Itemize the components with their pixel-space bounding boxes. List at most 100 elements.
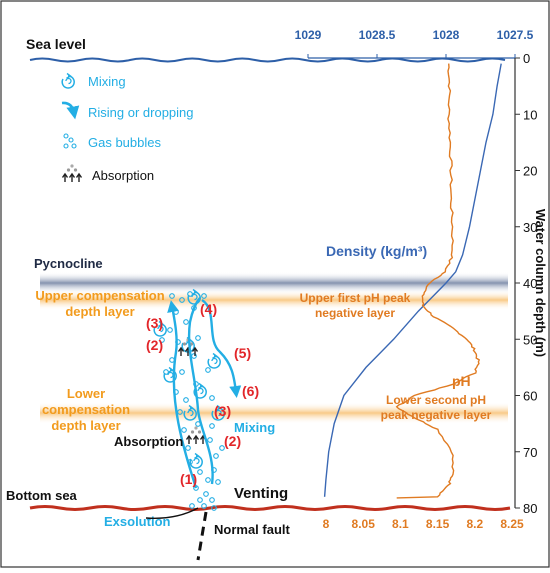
ph-ticks: 8 8.05 8.1 8.15 8.2 8.25	[323, 517, 524, 531]
step-2-upper: (2)	[146, 337, 163, 353]
density-ticks: 1029 1028.5 1028 1027.5	[295, 28, 534, 58]
ph-tick-label: 8.2	[466, 517, 483, 531]
gas-bubble	[179, 297, 185, 303]
gas-bubble	[169, 293, 175, 299]
lower-compensation-band	[40, 402, 508, 424]
ph-series-label: pH	[452, 373, 471, 389]
upper-ph-layer-label-2: negative layer	[315, 306, 395, 320]
upper-compensation-band	[40, 290, 508, 310]
gas-bubble	[179, 369, 185, 375]
venting-label: Venting	[234, 485, 288, 502]
legend-absorption-icon	[61, 163, 83, 183]
depth-tick-label: 20	[523, 164, 537, 179]
depth-tick-label: 30	[523, 220, 537, 235]
ph-tick-label: 8	[323, 517, 330, 531]
gas-bubble	[209, 497, 215, 503]
exsolution-label: Exsolution	[104, 514, 171, 529]
absorption-label: Absorption	[114, 434, 183, 449]
gas-bubble	[205, 367, 211, 373]
gas-bubble	[197, 469, 203, 475]
dropping-arrow	[201, 298, 242, 398]
ph-tick-label: 8.25	[500, 517, 524, 531]
rising-arrow-right	[187, 297, 214, 485]
density-tick-label: 1028	[433, 28, 460, 42]
step-6: (6)	[242, 383, 259, 399]
mixing-label: Mixing	[234, 420, 275, 435]
rising-arrow-left	[167, 300, 198, 489]
depth-axis-label: Water column depth (m)	[533, 209, 548, 357]
gas-bubble	[159, 337, 165, 343]
density-line	[323, 63, 502, 497]
gas-bubble	[201, 503, 207, 509]
gas-bubble	[197, 497, 203, 503]
step-5: (5)	[234, 345, 251, 361]
sea-level-label: Sea level	[26, 36, 86, 52]
gas-bubble	[185, 445, 191, 451]
density-series-label: Density (kg/m³)	[326, 243, 427, 259]
gas-bubble	[211, 505, 217, 511]
gas-bubble	[209, 395, 215, 401]
legend-rising-label: Rising or dropping	[88, 105, 194, 120]
pycnocline-band	[40, 272, 508, 294]
bottom-sea-line	[29, 505, 511, 511]
gas-bubble	[203, 491, 209, 497]
gas-bubbles	[159, 291, 225, 511]
gas-bubble	[189, 503, 195, 509]
bottom-sea-label: Bottom sea	[6, 488, 78, 503]
gas-bubble	[209, 423, 215, 429]
step-2-lower: (2)	[224, 433, 241, 449]
depth-tick-label: 60	[523, 389, 537, 404]
depth-ticks: 0 10 20 30 40 50 60 70 80	[515, 51, 537, 516]
upper-compensation-label: Upper compensation	[35, 288, 164, 303]
legend-mixing-label: Mixing	[88, 74, 126, 89]
gas-bubble	[183, 397, 189, 403]
exsolution-pointer	[145, 507, 199, 519]
gas-bubble	[213, 453, 219, 459]
gas-bubble	[219, 445, 225, 451]
gas-bubble	[195, 335, 201, 341]
pycnocline-label: Pycnocline	[34, 256, 103, 271]
ph-line	[395, 63, 481, 499]
legend-arrow-icon	[61, 101, 80, 120]
gas-bubble	[167, 327, 173, 333]
legend-absorption-label: Absorption	[92, 168, 154, 183]
ph-tick-label: 8.15	[426, 517, 450, 531]
density-tick-label: 1027.5	[497, 28, 534, 42]
sea-level-line	[29, 57, 506, 63]
gas-bubble	[215, 479, 221, 485]
lower-compensation-label-2: compensation	[42, 402, 130, 417]
gas-bubble	[201, 293, 207, 299]
lower-ph-layer-label-2: peak negative layer	[381, 408, 492, 422]
depth-tick-label: 50	[523, 332, 537, 347]
legend-bubbles-label: Gas bubbles	[88, 135, 161, 150]
gas-bubble	[205, 477, 211, 483]
upper-compensation-label-2: depth layer	[65, 304, 134, 319]
gas-bubble	[181, 427, 187, 433]
ph-tick-label: 8.1	[392, 517, 409, 531]
gas-bubble	[163, 369, 169, 375]
density-tick-label: 1028.5	[359, 28, 396, 42]
depth-tick-label: 10	[523, 107, 537, 122]
upper-ph-layer-label: Upper first pH peak	[300, 291, 411, 305]
normal-fault-label: Normal fault	[214, 522, 291, 537]
gas-bubble	[207, 437, 213, 443]
step-3-lower: (3)	[214, 403, 231, 419]
legend-bubbles-icon	[63, 133, 77, 149]
depth-tick-label: 80	[523, 501, 537, 516]
depth-tick-label: 70	[523, 445, 537, 460]
lower-compensation-label: Lower	[67, 386, 105, 401]
step-4: (4)	[200, 301, 217, 317]
gas-bubble	[177, 409, 183, 415]
legend-mixing-icon	[61, 72, 75, 89]
density-tick-label: 1029	[295, 28, 322, 42]
lower-compensation-label-3: depth layer	[51, 418, 120, 433]
gas-bubble	[183, 319, 189, 325]
step-3-upper: (3)	[146, 315, 163, 331]
step-1: (1)	[180, 471, 197, 487]
ph-tick-label: 8.05	[352, 517, 376, 531]
normal-fault-line	[196, 511, 208, 561]
legend: Mixing Rising or dropping Gas bubbles Ab…	[61, 72, 194, 183]
